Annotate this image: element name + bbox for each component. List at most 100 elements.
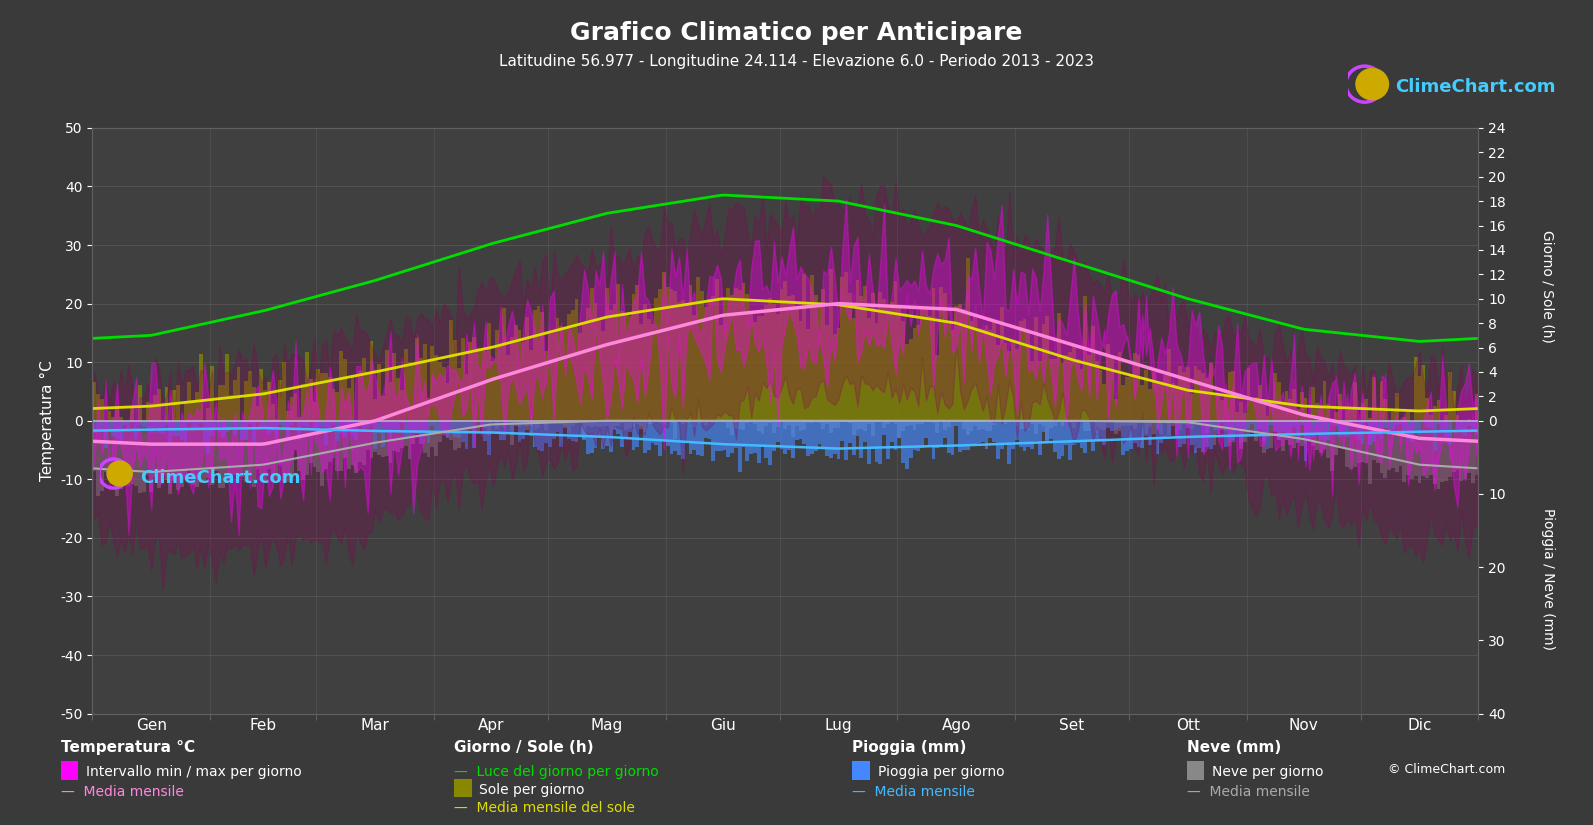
Bar: [92, 421, 96, 471]
Bar: [263, 421, 268, 429]
Bar: [1075, 421, 1080, 422]
Bar: [427, 398, 430, 421]
Bar: [905, 421, 908, 469]
Bar: [977, 421, 981, 443]
Bar: [601, 421, 605, 426]
Bar: [145, 403, 150, 421]
Bar: [594, 421, 597, 426]
Bar: [1360, 421, 1364, 462]
Bar: [252, 421, 255, 488]
Bar: [965, 421, 970, 435]
Bar: [814, 421, 817, 451]
Bar: [416, 421, 419, 435]
Bar: [1042, 421, 1045, 431]
Bar: [669, 289, 674, 421]
Bar: [1395, 421, 1399, 472]
Bar: [229, 421, 233, 479]
Bar: [1407, 421, 1410, 474]
Bar: [806, 329, 809, 421]
Text: Temperatura °C: Temperatura °C: [61, 740, 194, 755]
Bar: [1399, 421, 1402, 424]
Bar: [460, 421, 465, 441]
Bar: [1201, 421, 1204, 452]
Bar: [1330, 421, 1333, 425]
Bar: [749, 314, 753, 421]
Bar: [768, 421, 773, 464]
Bar: [169, 421, 172, 494]
Bar: [100, 398, 104, 421]
Bar: [943, 421, 946, 430]
Bar: [855, 421, 859, 430]
Bar: [515, 325, 518, 421]
Bar: [817, 421, 822, 444]
Bar: [282, 362, 287, 421]
Bar: [123, 421, 126, 425]
Bar: [787, 296, 792, 421]
Bar: [419, 421, 422, 444]
Bar: [1327, 421, 1330, 459]
Bar: [323, 421, 328, 469]
Bar: [1053, 359, 1056, 421]
Bar: [1080, 369, 1083, 421]
Bar: [581, 322, 586, 421]
Bar: [1201, 421, 1204, 422]
Bar: [639, 324, 644, 421]
Bar: [131, 406, 134, 421]
Bar: [841, 421, 844, 441]
Bar: [241, 421, 244, 477]
Bar: [1418, 376, 1421, 421]
Bar: [1243, 412, 1247, 421]
Bar: [112, 421, 115, 436]
Bar: [1297, 421, 1300, 443]
Bar: [1303, 421, 1308, 444]
Bar: [551, 421, 556, 422]
Bar: [765, 421, 768, 459]
Bar: [666, 287, 669, 421]
Bar: [468, 342, 472, 421]
Bar: [268, 421, 271, 469]
Bar: [1174, 421, 1179, 434]
Bar: [1402, 421, 1407, 434]
Text: —  Media mensile: — Media mensile: [61, 785, 183, 799]
Bar: [559, 421, 564, 424]
Bar: [342, 421, 347, 459]
Bar: [400, 389, 403, 421]
Bar: [761, 316, 765, 421]
Bar: [1069, 421, 1072, 460]
Bar: [916, 421, 921, 451]
Bar: [957, 304, 962, 421]
Bar: [131, 421, 134, 484]
Bar: [279, 421, 282, 465]
Bar: [255, 421, 260, 422]
Bar: [249, 421, 252, 424]
Bar: [935, 421, 940, 433]
Bar: [309, 421, 312, 422]
Bar: [317, 421, 320, 432]
Bar: [1421, 365, 1426, 421]
Bar: [1075, 421, 1080, 443]
Bar: [521, 421, 526, 440]
Bar: [134, 421, 139, 439]
Bar: [515, 421, 518, 423]
Bar: [188, 421, 191, 423]
Bar: [954, 421, 957, 422]
Bar: [540, 312, 545, 421]
Bar: [199, 421, 202, 483]
Bar: [1445, 421, 1448, 481]
Bar: [354, 421, 358, 474]
Bar: [828, 269, 833, 421]
Bar: [984, 325, 989, 421]
Bar: [1349, 421, 1352, 469]
Bar: [1239, 421, 1243, 443]
Bar: [1039, 361, 1042, 421]
Bar: [932, 421, 935, 423]
Bar: [1289, 399, 1292, 421]
Bar: [416, 337, 419, 421]
Bar: [650, 324, 655, 421]
Bar: [1031, 421, 1034, 449]
Bar: [867, 421, 871, 464]
Bar: [1075, 359, 1080, 421]
Bar: [1053, 421, 1056, 426]
Bar: [597, 320, 601, 421]
Bar: [298, 421, 301, 440]
